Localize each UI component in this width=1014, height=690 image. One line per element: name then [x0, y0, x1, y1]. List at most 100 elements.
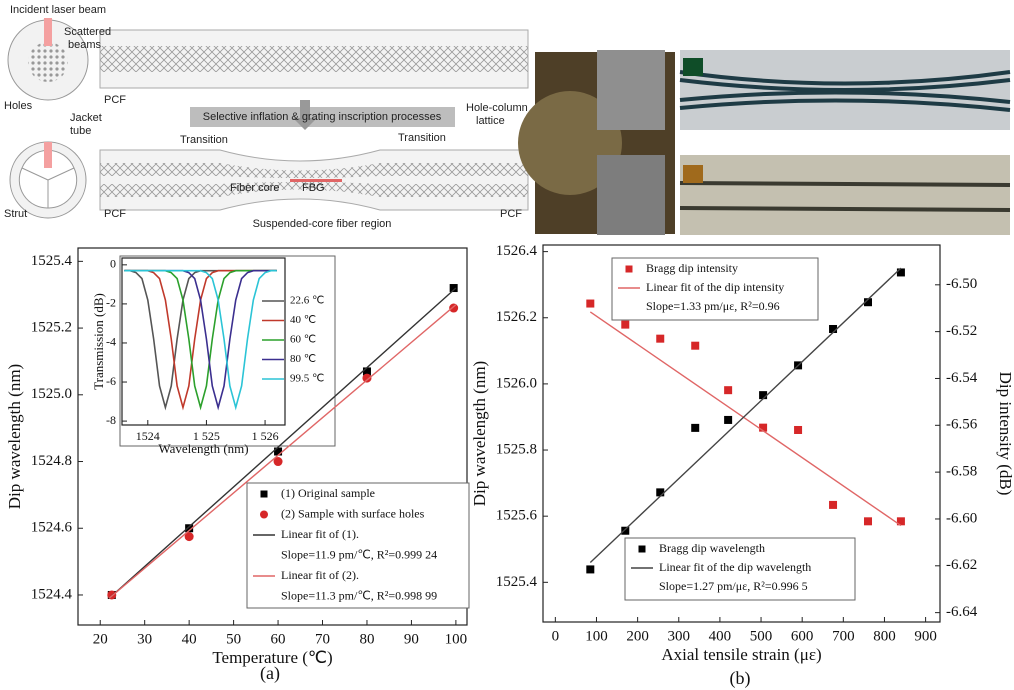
point: [273, 457, 283, 467]
legend-label: Linear fit of (2).: [281, 568, 359, 582]
x-axis-label: Axial tensile strain (με): [661, 645, 821, 664]
x-tick-label: 800: [873, 628, 896, 644]
point: [864, 298, 873, 307]
point: [586, 565, 595, 574]
y2-tick-label: -6.60: [946, 510, 977, 526]
y-tick-label: 1526.2: [496, 309, 537, 325]
y-tick-label: -2: [106, 296, 116, 310]
legend-swatch: [260, 490, 268, 498]
legend-label: Bragg dip wavelength: [659, 541, 765, 555]
x-tick-label: 300: [668, 628, 691, 644]
legend-label: Linear fit of (1).: [281, 527, 359, 541]
marker-orange: [683, 165, 703, 183]
point: [896, 268, 905, 277]
schematic: Incident laser beam Scattered beams Hole…: [4, 4, 529, 230]
y-tick-label: -4: [106, 335, 116, 349]
point: [829, 500, 838, 509]
y-tick-label: 1526.4: [496, 243, 538, 259]
legend-label: 80 ℃: [290, 353, 316, 365]
y-tick-label: 0: [110, 257, 116, 271]
x-tick-label: 20: [93, 631, 108, 647]
point: [185, 524, 194, 533]
x-axis-label: Wavelength (nm): [158, 441, 248, 456]
y2-tick-label: -6.52: [946, 323, 977, 339]
label: Suspended-core fiber region: [253, 218, 392, 230]
y-tick-label: 1525.4: [496, 574, 538, 590]
legend-box: [611, 257, 819, 321]
legend-swatch: [260, 510, 268, 519]
pcf-lattice: [100, 46, 528, 72]
legend-note: Slope=1.27 pm/με, R²=0.996 5: [659, 579, 808, 593]
marker-green: [683, 58, 703, 76]
point: [449, 303, 459, 313]
label: beams: [68, 39, 102, 51]
fbg-mark: [290, 179, 342, 182]
y-axis-label: Dip wavelength (nm): [470, 361, 489, 506]
sem-core: [597, 155, 665, 235]
x-tick-label: 200: [626, 628, 649, 644]
y-tick-label: 1525.4: [31, 253, 73, 269]
x-tick-label: 100: [445, 631, 468, 647]
x-tick-label: 1 525: [193, 429, 220, 443]
legend-box: [246, 482, 470, 609]
point: [724, 415, 733, 424]
y-axis-label: Dip wavelength (nm): [5, 364, 24, 509]
legend-box: [624, 537, 856, 601]
y-tick-label: 1525.0: [31, 386, 72, 402]
x-tick-label: 30: [137, 631, 152, 647]
point: [107, 590, 117, 600]
point: [829, 324, 838, 333]
point: [362, 367, 371, 376]
plot-frame: [542, 244, 941, 623]
x-tick-label: 70: [315, 631, 330, 647]
y-tick-label: 1524.6: [31, 520, 73, 536]
label: Transition: [180, 134, 228, 146]
legend-note: Slope=11.3 pm/℃, R²=0.998 99: [281, 588, 437, 602]
label: FBG: [302, 182, 325, 194]
y2-tick-label: -6.50: [946, 276, 977, 292]
point: [362, 373, 372, 383]
plot-frame: [121, 257, 286, 426]
series-line: [108, 304, 457, 599]
fiber-lines-2: [679, 181, 1011, 212]
point: [759, 423, 768, 432]
process-arrow: [293, 100, 317, 130]
photo-fiber: [518, 91, 622, 195]
x-tick-label: 0: [552, 628, 560, 644]
legend-label: 60 ℃: [290, 334, 316, 346]
label: PCF: [104, 208, 126, 220]
sem-strut: [597, 50, 665, 130]
point: [621, 526, 630, 535]
legend-label: Linear fit of the dip wavelength: [659, 560, 811, 574]
legend-label: (1) Original sample: [281, 486, 375, 500]
x-tick-label: 700: [832, 628, 855, 644]
y2-tick-label: -6.58: [946, 464, 977, 480]
caption: (a): [260, 663, 280, 684]
y-tick-label: 1525.2: [31, 320, 72, 336]
label: Transition: [398, 132, 446, 144]
y2-tick-label: -6.56: [946, 417, 978, 433]
label: Strut: [4, 208, 27, 220]
point: [621, 320, 630, 329]
y2-tick-label: -6.62: [946, 557, 977, 573]
x-tick-label: 80: [359, 631, 374, 647]
label: Holes: [4, 100, 33, 112]
label: Jacket: [70, 112, 102, 124]
legend-label: 22.6 ℃: [290, 295, 324, 307]
photos: [518, 50, 1011, 235]
y-tick-label: -8: [106, 413, 116, 427]
label: tube: [70, 125, 91, 137]
point: [864, 517, 873, 526]
point: [656, 488, 665, 497]
legend-note: Slope=11.9 pm/℃, R²=0.999 24: [281, 547, 437, 561]
series-line: [124, 269, 277, 411]
label: Incident laser beam: [10, 4, 106, 16]
label: Scattered: [64, 26, 111, 38]
photo-bottom: [680, 155, 1010, 235]
point: [691, 341, 700, 350]
y-tick-label: 1524.4: [31, 586, 73, 602]
process-box: [190, 107, 455, 127]
point: [691, 423, 700, 432]
y-tick-label: 1525.6: [496, 508, 538, 524]
